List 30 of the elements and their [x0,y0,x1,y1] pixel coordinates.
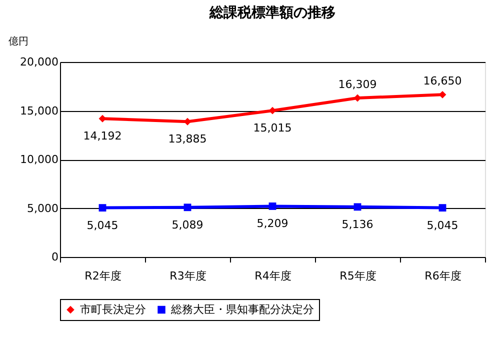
data-label: 5,136 [342,218,374,231]
y-axis-title: 億円 [8,36,28,48]
y-tick-label: 15,000 [20,104,58,118]
y-tick-label: 0 [52,250,58,264]
point [438,204,446,212]
data-label: 13,885 [168,132,207,146]
legend-label: 市町長決定分 [80,302,146,316]
data-label: 14,192 [83,130,122,143]
x-tick-label: R6年度 [424,270,462,282]
data-label: 5,209 [256,217,288,230]
data-label: 5,045 [86,218,118,232]
y-tick-label: 5,000 [27,202,58,215]
y-tick-label: 10,000 [20,153,58,166]
point [184,204,192,212]
x-tick-label: R5年度 [340,270,376,282]
point [354,203,362,211]
x-tick-label: R2年度 [84,270,122,282]
x-tick-label: R4年度 [254,270,292,282]
chart-title: 総課税標準額の推移 [208,4,336,21]
data-label: 16,309 [338,78,377,91]
data-label: 15,015 [253,122,292,135]
data-label: 16,650 [423,74,462,88]
point [98,204,106,212]
data-label: 5,045 [426,218,458,232]
y-tick-label: 20,000 [20,56,58,68]
data-label: 5,089 [172,218,204,232]
point [354,94,362,102]
legend-label: 総務大臣・県知事配分決定分 [170,302,314,316]
point [268,202,276,210]
x-tick-label: R3年度 [170,270,206,282]
